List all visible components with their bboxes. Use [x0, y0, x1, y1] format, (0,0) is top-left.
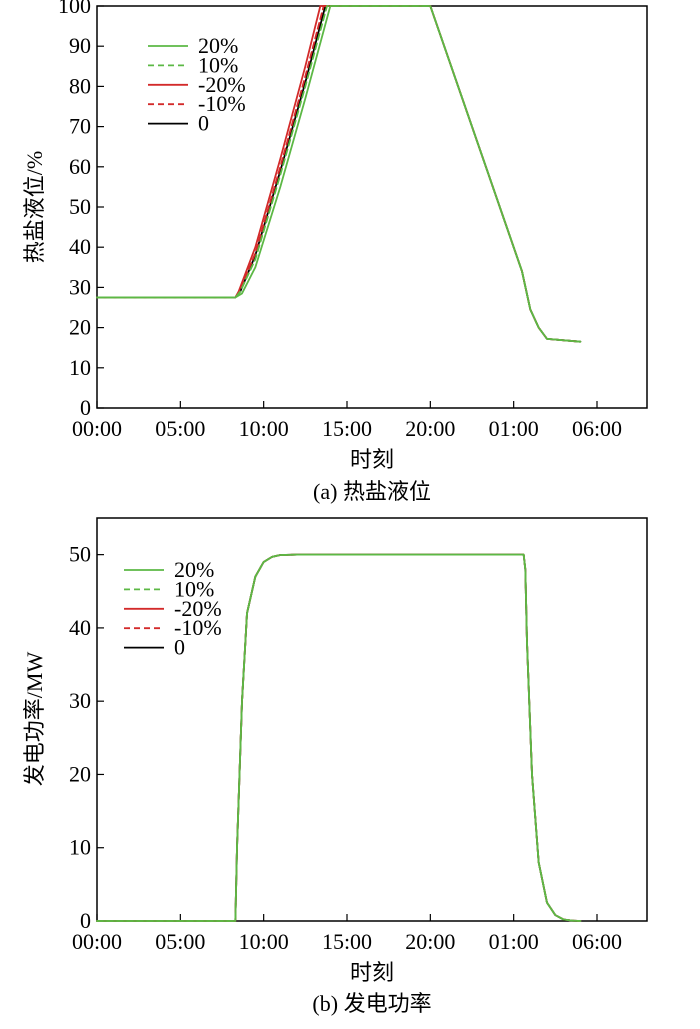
chart-a-series-line — [96, 5, 582, 343]
chart-b-legend: 20%10%-20%-10%0 — [124, 557, 222, 660]
chart-b-series-line — [96, 553, 582, 922]
chart-a-x-tick-label: 20:00 — [405, 416, 455, 441]
chart-b-y-tick-label: 40 — [69, 615, 91, 640]
chart-a-y-tick-label: 80 — [69, 73, 91, 98]
chart-b-x-tick-label: 20:00 — [405, 929, 455, 954]
chart-b-caption: (b) 发电功率 — [312, 991, 431, 1016]
chart-a-caption: (a) 热盐液位 — [313, 479, 431, 504]
chart-a-x-tick-label: 06:00 — [572, 416, 622, 441]
chart-b-y-tick-label: 0 — [80, 908, 91, 933]
chart-b-ticks: 00:00 05:00 10:00 15:00 20:00 01:00 06:00 0 10 20… — [69, 542, 622, 954]
chart-b-series-line — [96, 553, 582, 922]
chart-a-y-tick-label: 100 — [58, 0, 91, 18]
chart-b-x-tick-label: 06:00 — [572, 929, 622, 954]
chart-b-ylabel: 发电功率/MW — [22, 652, 47, 787]
chart-b-x-tick-label: 01:00 — [489, 929, 539, 954]
chart-b-legend-label: 20% — [174, 557, 214, 582]
chart-a-series-line — [96, 5, 582, 343]
chart-a-x-tick-label: 10:00 — [239, 416, 289, 441]
chart-b-series-line — [96, 553, 582, 922]
chart-b-x-tick-label: 10:00 — [239, 929, 289, 954]
chart-a-ticks: 00:00 05:00 10:00 15:00 20:00 01:00 06:00 0 10 20… — [58, 0, 622, 441]
chart-b-xlabel: 时刻 — [350, 960, 394, 985]
chart-b-series — [96, 553, 582, 922]
chart-a-y-tick-label: 70 — [69, 114, 91, 139]
chart-b-legend-label: -10% — [174, 615, 222, 640]
chart-b-series-line — [96, 553, 582, 922]
chart-a-x-tick-label: 05:00 — [155, 416, 205, 441]
chart-a-y-tick-label: 20 — [69, 315, 91, 340]
chart-a-legend-label: -10% — [198, 91, 246, 116]
chart-a-series-line — [96, 5, 582, 343]
chart-a-x-tick-label: 15:00 — [322, 416, 372, 441]
chart-b-y-tick-label: 10 — [69, 835, 91, 860]
chart-b-y-tick-label: 30 — [69, 688, 91, 713]
chart-a-xlabel: 时刻 — [350, 447, 394, 472]
chart-a: 00:00 05:00 10:00 15:00 20:00 01:00 06:00 0 10 20… — [22, 0, 648, 504]
chart-a-x-tick-label: 01:00 — [489, 416, 539, 441]
chart-b-legend-label: 0 — [174, 635, 185, 660]
chart-a-legend-label: 10% — [198, 52, 238, 77]
chart-b-series-line — [96, 553, 582, 922]
chart-b-plot-frame — [96, 517, 648, 922]
chart-a-y-tick-label: 0 — [80, 395, 91, 420]
chart-a-series-line — [96, 5, 582, 343]
chart-a-legend-label: 20% — [198, 33, 238, 58]
chart-a-series — [96, 5, 582, 343]
chart-a-legend-label: -20% — [198, 72, 246, 97]
chart-b: 00:00 05:00 10:00 15:00 20:00 01:00 06:00 0 10 20… — [22, 517, 648, 1016]
chart-b-x-tick-label: 15:00 — [322, 929, 372, 954]
chart-a-y-tick-label: 50 — [69, 194, 91, 219]
chart-a-series-line — [96, 5, 582, 343]
chart-b-x-tick-label: 05:00 — [155, 929, 205, 954]
chart-b-x-tick-label: 00:00 — [72, 929, 122, 954]
chart-a-x-tick-label: 00:00 — [72, 416, 122, 441]
chart-a-legend: 20%10%-20%-10%0 — [148, 33, 246, 136]
chart-a-y-tick-label: 30 — [69, 274, 91, 299]
chart-a-y-tick-label: 40 — [69, 234, 91, 259]
chart-a-y-tick-label: 10 — [69, 355, 91, 380]
chart-b-legend-label: 10% — [174, 576, 214, 601]
chart-a-legend-label: 0 — [198, 111, 209, 136]
chart-b-legend-label: -20% — [174, 596, 222, 621]
chart-a-y-tick-label: 60 — [69, 154, 91, 179]
chart-a-y-tick-label: 90 — [69, 33, 91, 58]
chart-a-ylabel: 热盐液位/% — [22, 151, 47, 263]
chart-b-y-tick-label: 50 — [69, 542, 91, 567]
chart-b-y-tick-label: 20 — [69, 761, 91, 786]
